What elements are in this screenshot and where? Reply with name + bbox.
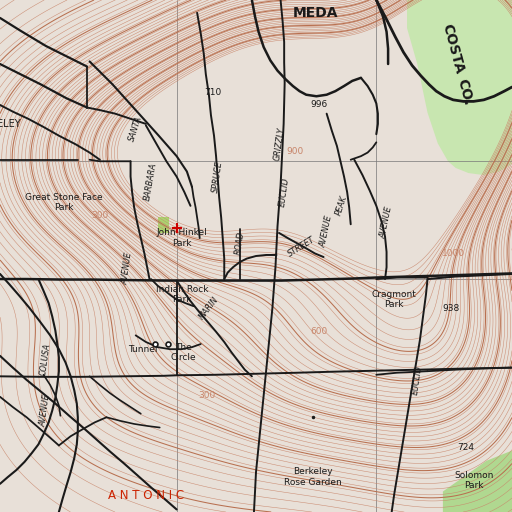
Text: 300: 300 [199, 391, 216, 400]
Text: John Hinkel
Park: John Hinkel Park [156, 228, 207, 248]
Text: MARIN: MARIN [197, 295, 221, 322]
Text: COSTA: COSTA [440, 22, 466, 75]
Text: CO.: CO. [455, 77, 475, 107]
Text: STREET: STREET [286, 235, 316, 259]
Text: A N T O N I C: A N T O N I C [108, 489, 184, 502]
Text: PEAK: PEAK [334, 195, 350, 217]
Polygon shape [407, 0, 512, 175]
Text: SPRUCE: SPRUCE [211, 160, 224, 193]
Text: 724: 724 [457, 443, 475, 453]
Polygon shape [443, 451, 512, 512]
Text: EUCLID: EUCLID [411, 365, 424, 395]
Text: GRIZZLY: GRIZZLY [272, 127, 286, 162]
Text: AVENUE: AVENUE [120, 252, 134, 286]
Text: Solomon
Park: Solomon Park [454, 471, 493, 490]
Text: ROAD: ROAD [233, 231, 246, 255]
Text: ELEY: ELEY [0, 119, 21, 129]
Text: 1000: 1000 [442, 249, 464, 258]
Text: Great Stone Face
Park: Great Stone Face Park [25, 193, 103, 212]
Text: AVENUE: AVENUE [319, 215, 334, 248]
Text: 710: 710 [204, 88, 221, 97]
Text: Tunnel: Tunnel [127, 345, 157, 354]
Text: AVENUE: AVENUE [38, 394, 52, 428]
Text: 900: 900 [286, 146, 304, 156]
Text: 600: 600 [311, 327, 328, 336]
Text: Indian Rock
Park: Indian Rock Park [156, 285, 208, 304]
Text: COLUSA: COLUSA [38, 343, 52, 376]
Text: AVENUE: AVENUE [379, 206, 394, 240]
Text: MEDA: MEDA [293, 6, 338, 20]
Text: The
Circle: The Circle [170, 343, 196, 362]
Text: 300: 300 [91, 210, 109, 220]
Text: Cragmont
Park: Cragmont Park [372, 290, 417, 309]
Text: 938: 938 [442, 304, 459, 313]
Text: Berkeley
Rose Garden: Berkeley Rose Garden [285, 467, 342, 487]
Text: 996: 996 [311, 100, 328, 110]
Bar [158, 217, 169, 233]
Text: SANTA: SANTA [127, 115, 144, 143]
Text: BARBARA: BARBARA [143, 162, 159, 202]
Text: EUCLID: EUCLID [278, 177, 291, 207]
